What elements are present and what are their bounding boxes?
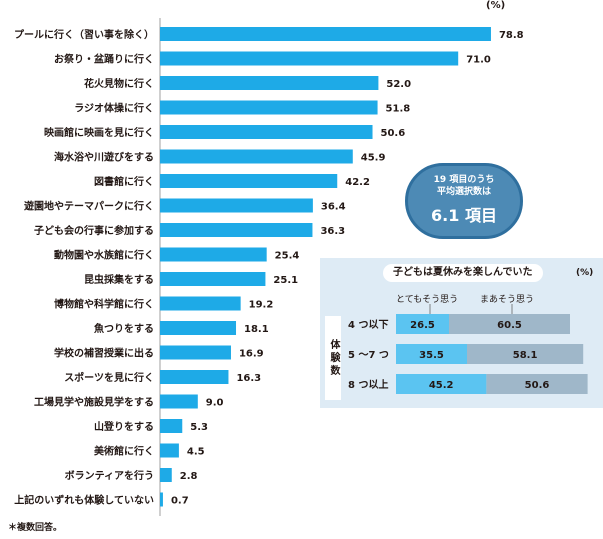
category-label: 海水浴や川遊びをする [54,151,154,164]
category-label: お祭り・盆踊りに行く [54,53,154,66]
category-label: 上記のいずれも体験していない [14,494,154,507]
value-label: 2.8 [180,471,198,482]
category-label: 映画館に映画を見に行く [44,126,154,139]
value-label: 18.1 [244,324,269,335]
bar [160,345,231,360]
value-label: 71.0 [466,55,491,66]
category-label: 昆虫採集をする [84,273,154,286]
enjoyment-panel: 4 つ以下 26.5 60.5 5 ～7 つ 35.5 58.1 8 つ以上 45.2 50.6… [320,258,603,408]
value-label: 50.6 [381,128,406,139]
category-label: 図書館に行く [94,175,154,188]
stack-segment [396,344,467,364]
category-label: 博物館や科学館に行く [54,298,154,311]
stack-value-label: 35.5 [419,350,444,361]
value-label: 78.8 [499,30,524,41]
stack-category-label: 5 ～7 つ [348,350,389,361]
value-label: 42.2 [345,177,370,188]
average-badge: 19 項目のうち 平均選択数は 6.1 項目 [405,163,523,239]
stack-segment [396,314,449,334]
badge-line-1: 19 項目のうち [433,175,495,185]
unit-label: (%) [486,0,506,11]
category-label: スポーツを見に行く [64,371,154,384]
value-label: 45.9 [361,153,386,164]
bar [160,27,491,41]
experience-count-label: 体験数 [325,316,341,400]
stack-value-label: 26.5 [410,320,435,331]
stack-value-label: 60.5 [497,320,522,331]
category-label: 動物園や水族館に行く [54,249,154,262]
bar [160,76,379,90]
bar [160,247,267,262]
bar [160,492,163,507]
legend-somewhat: まあそう思う [480,295,535,305]
value-label: 36.4 [321,202,346,213]
category-label: 工場見学や施設見学をする [34,396,154,409]
category-label: 子ども会の行事に参加する [34,224,154,237]
legend-very: とてもそう思う [396,295,459,305]
footnote: ＊複数回答。 [8,523,63,533]
stack-segment [449,314,570,334]
bar [160,272,266,286]
bar [160,321,237,335]
bar [160,198,313,213]
value-label: 5.3 [190,422,208,433]
stack-value-label: 45.2 [429,380,454,391]
value-label: 25.1 [273,275,298,286]
category-label: ボランティアを行う [65,469,154,482]
bar [160,394,198,409]
value-label: 51.8 [386,104,411,115]
bar [160,419,183,433]
value-label: 25.4 [275,251,300,262]
value-label: 16.9 [239,349,264,360]
badge-line-3: 6.1 項目 [431,206,497,225]
value-label: 52.0 [386,79,411,90]
category-label: 美術館に行く [94,445,154,458]
stack-value-label: 58.1 [513,350,538,361]
value-label: 36.3 [320,226,345,237]
bar [160,100,378,115]
bar [160,149,353,164]
bar [160,174,338,188]
bar [160,296,241,311]
bar [160,468,172,482]
value-label: 9.0 [206,398,224,409]
value-label: 0.7 [171,496,189,507]
category-label: 学校の補習授業に出る [54,347,154,360]
bar [160,443,179,458]
value-label: 4.5 [187,447,205,458]
bar [160,223,313,237]
category-label: 遊園地やテーマパークに行く [24,200,154,213]
panel-title: 子どもは夏休みを楽しんでいた [383,264,543,282]
bar [160,125,373,139]
panel-unit: (%) [576,268,594,278]
value-label: 16.3 [236,373,261,384]
stack-value-label: 50.6 [525,380,550,391]
category-label: プールに行く（習い事を除く） [14,28,154,41]
category-label: ラジオ体操に行く [74,102,154,115]
category-label: 山登りをする [94,420,154,433]
stack-category-label: 4 つ以下 [348,319,388,331]
category-label: 魚つりをする [94,322,154,335]
stack-segment [486,374,588,394]
bar [160,51,459,66]
stack-segment [467,344,584,364]
value-label: 19.2 [249,300,274,311]
stack-segment [396,374,487,394]
stacked-bar-chart: 4 つ以下 26.5 60.5 5 ～7 つ 35.5 58.1 8 つ以上 45.2 50.6 [348,304,588,394]
badge-line-2: 平均選択数は [436,187,491,197]
category-label: 花火見物に行く [84,77,154,90]
stack-category-label: 8 つ以上 [348,378,388,391]
bar [160,370,229,384]
